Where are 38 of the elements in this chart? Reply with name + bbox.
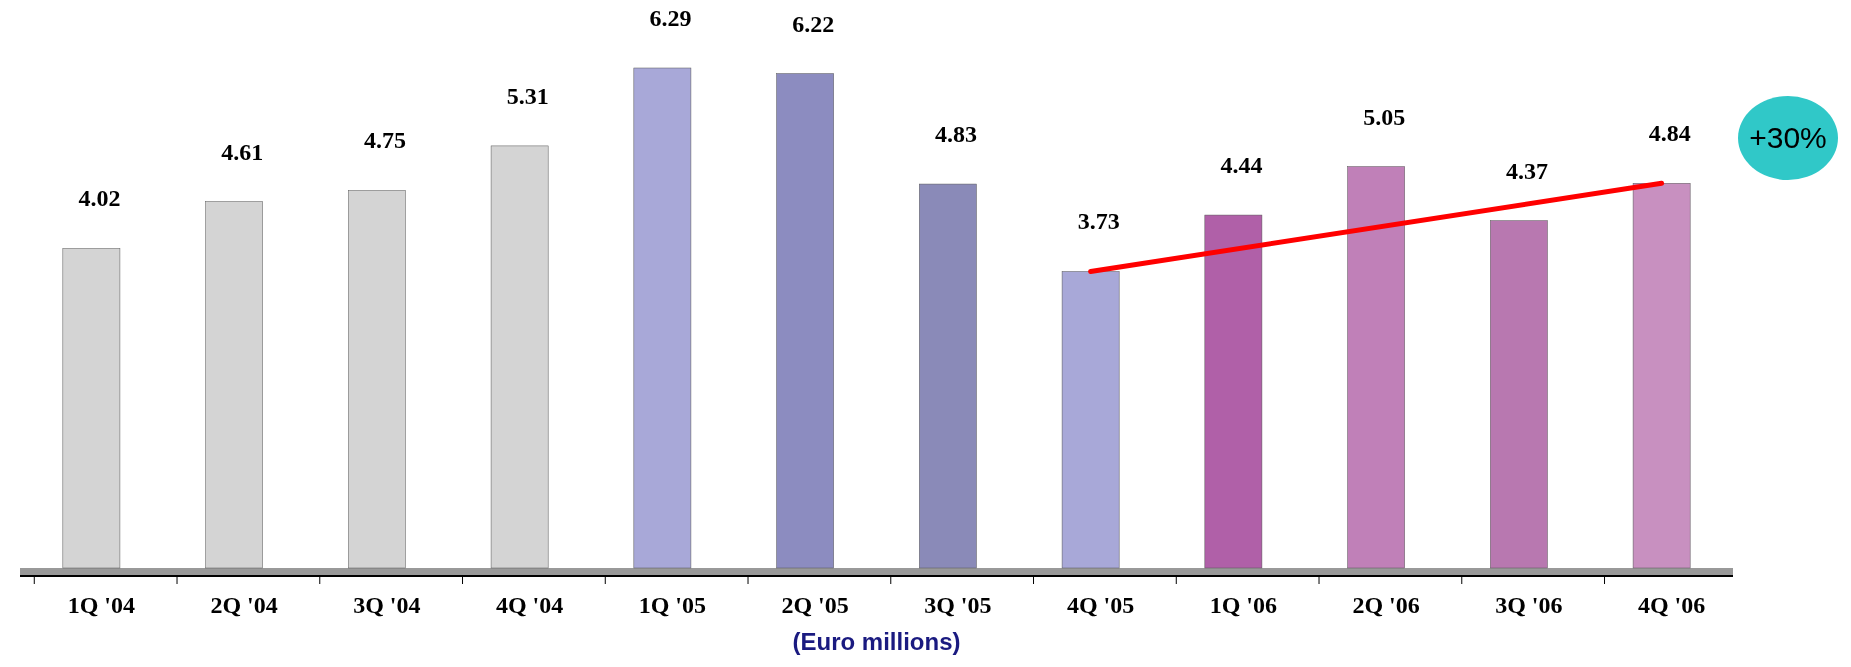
data-label: 4.83 — [934, 121, 977, 148]
x-tick-label: 1Q '05 — [638, 592, 707, 618]
bar — [1347, 166, 1405, 569]
x-tick-label: 4Q '06 — [1637, 592, 1706, 618]
data-label: 3.73 — [1077, 208, 1120, 235]
data-label: 4.84 — [1648, 120, 1691, 147]
bar — [205, 201, 263, 569]
x-tick-label: 1Q '06 — [1209, 592, 1278, 618]
x-tick-label: 2Q '05 — [781, 592, 849, 618]
bar — [1061, 271, 1120, 569]
data-label: 5.05 — [1363, 103, 1406, 130]
data-label: 4.61 — [221, 138, 264, 165]
data-label: 4.37 — [1505, 157, 1548, 184]
data-label: 4.02 — [78, 185, 121, 212]
data-label: 4.75 — [363, 127, 406, 154]
bar — [919, 183, 977, 569]
x-axis-title: (Euro millions) — [792, 628, 961, 655]
data-label: 6.29 — [649, 5, 692, 31]
x-tick-label: 4Q '04 — [495, 592, 564, 618]
bar — [348, 190, 406, 569]
data-label: 4.44 — [1220, 152, 1263, 179]
bar — [633, 67, 692, 569]
bar — [1204, 214, 1263, 569]
x-tick-label: 3Q '05 — [924, 592, 992, 618]
x-tick-label: 3Q '04 — [353, 592, 421, 618]
bar — [1490, 220, 1548, 569]
data-label: 5.31 — [506, 82, 549, 109]
x-tick-label: 2Q '04 — [210, 592, 278, 618]
x-tick-label: 3Q '06 — [1495, 592, 1563, 618]
bar — [1632, 183, 1691, 569]
x-tick-label: 2Q '06 — [1352, 592, 1420, 618]
data-label: 6.22 — [792, 10, 835, 37]
text: +30% — [1749, 121, 1827, 154]
x-tick-label: 4Q '05 — [1066, 592, 1135, 618]
bar — [490, 145, 549, 569]
x-tick-label: 1Q '04 — [67, 592, 136, 618]
bar — [776, 73, 834, 569]
bar — [62, 248, 121, 569]
